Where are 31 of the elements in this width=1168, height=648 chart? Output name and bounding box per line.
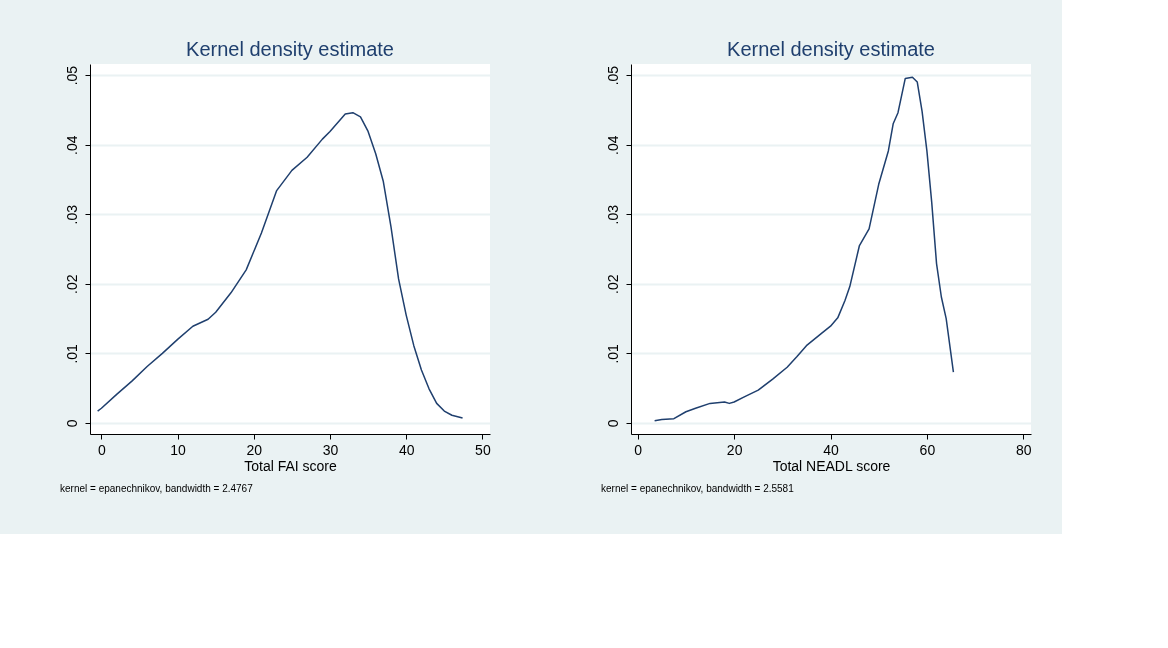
x-tick-label: 60 [919,441,936,458]
x-axis-title: Total NEADL score [772,457,891,474]
y-tick-label: .02 [604,274,621,295]
x-tick-label: 80 [1016,441,1032,458]
y-tick-label: .02 [63,274,80,295]
y-tick-label: .04 [604,135,621,155]
y-tick-label: .03 [604,204,621,225]
y-tick-label: .05 [604,65,621,86]
x-tick-label: 20 [246,441,263,458]
chart-title: Kernel density estimate [727,38,935,60]
y-tick-label: 0 [604,419,621,428]
y-tick-label: .01 [604,343,621,364]
y-tick-label: .03 [63,204,80,225]
line-series [653,76,955,422]
x-tick-label: 40 [398,441,415,458]
chart-title: Kernel density estimate [186,38,394,60]
x-tick-label: 20 [726,441,743,458]
x-tick-label: 10 [170,441,187,458]
line-series [96,111,464,419]
x-axis-title: Total FAI score [244,457,338,474]
y-tick-label: .01 [63,343,80,364]
x-tick-label: 40 [823,441,840,458]
text: kernel = epanechnikov, bandwidth = 2.5581 [601,483,795,494]
x-tick-label: 50 [475,441,491,458]
x-tick-label: 0 [634,441,643,458]
y-tick-label: .04 [63,135,80,155]
x-tick-label: 0 [98,441,107,458]
text: kernel = epanechnikov, bandwidth = 2.4767 [60,483,254,494]
y-tick-label: 0 [63,419,80,428]
y-tick-label: .05 [63,65,80,86]
x-tick-label: 30 [322,441,339,458]
